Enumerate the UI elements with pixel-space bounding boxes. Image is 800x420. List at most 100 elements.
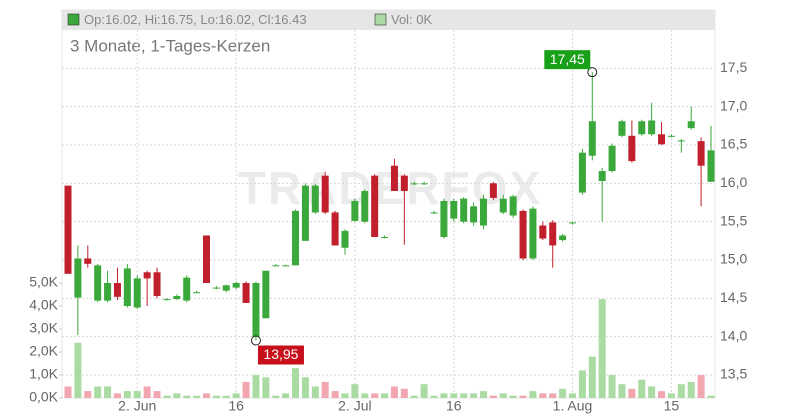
volume-bar [222,395,230,398]
volume-bar [262,377,270,398]
volume-bar [321,381,329,398]
candle-body [628,135,636,162]
candle-body [499,198,507,213]
y-tick-label: 16,5 [720,136,747,152]
candle-body [282,265,290,267]
candle-body [133,278,141,308]
candle-body [242,283,250,303]
volume-bar [351,384,359,398]
volume-label: Vol: 0K [391,12,433,27]
volume-bar [272,395,280,398]
y-tick-label: 16,0 [720,174,747,190]
ohlc-label: Op:16.02, Hi:16.75, Lo:16.02, Cl:16.43 [84,12,307,27]
volume-bar [193,395,201,398]
y2-tick-label: 2,0K [29,343,58,359]
candle-body [123,268,131,306]
volume-bar [232,393,240,398]
x-tick-label: 16 [228,398,244,414]
volume-bar [509,395,517,398]
x-tick-label: 2. Jul [338,398,371,414]
candle-body [470,206,478,223]
volume-bar [123,391,131,398]
candle-body [608,145,616,172]
volume-bar [301,377,309,398]
candle-body [410,183,418,185]
volume-bar [212,395,220,398]
volume-bar [252,375,260,398]
header-bar [62,10,715,30]
extreme-marker [250,335,261,346]
plot-area [61,9,716,399]
candle-body [658,134,666,145]
y-tick-label: 14,0 [720,327,747,343]
ohlc-swatch [67,13,80,26]
volume-bar [153,391,161,398]
candle-body [618,121,626,136]
candle-body [687,121,695,129]
volume-bar [311,386,319,398]
candle-body [529,208,537,259]
volume-bar [371,393,379,398]
candle-body [74,258,82,298]
candle-body [84,258,92,264]
candle-body [321,175,329,213]
y2-tick-label: 4,0K [29,297,58,313]
volume-bar [143,386,151,398]
volume-bar [84,391,92,398]
volume-bar [410,395,418,398]
volume-bar [104,386,112,398]
volume-bar [529,391,537,398]
volume-bar [519,395,527,398]
volume-bar [113,393,121,398]
candle-body [479,198,487,226]
x-tick-label: 1. Aug [553,398,593,414]
candle-body [292,210,300,266]
y-tick-label: 17,0 [720,97,747,113]
volume-bar [292,368,300,398]
y-tick-label: 14,5 [720,289,747,305]
volume-bar [658,391,666,398]
candle-body [489,183,497,198]
volume-bar [440,393,448,398]
candle-body [361,191,369,222]
y-tick-label: 15,5 [720,212,747,228]
candle-body [163,299,171,301]
volume-bar [460,393,468,398]
candle-body [588,121,596,156]
volume-bar [430,395,438,398]
candle-body [64,185,72,274]
extreme-label-box [544,50,591,70]
candle-body [331,212,339,246]
volume-bar [183,395,191,398]
candle-body [183,277,191,301]
candle-body [351,200,359,221]
volume-bar [628,388,636,398]
candle-body [222,285,230,291]
candle-body [341,230,349,248]
candle-body [638,121,646,135]
y2-tick-label: 5,0K [29,274,58,290]
candle-body [202,235,210,283]
y-tick-label: 15,0 [720,251,747,267]
volume-bar [638,379,646,398]
candle-body [509,196,517,216]
volume-bar [282,393,290,398]
candle-body [252,283,260,337]
x-tick-label: 15 [664,398,680,414]
subtitle: 3 Monate, 1-Tages-Kerzen [70,36,270,55]
candle-body [153,272,161,297]
volume-bar [667,393,675,398]
volume-bar [608,375,616,398]
volume-bar [598,299,606,398]
candle-body [371,175,379,237]
y2-tick-label: 0,0K [29,389,58,405]
volume-bar [648,386,656,398]
volume-bar [489,395,497,398]
candle-body [648,120,656,135]
candle-body [559,235,567,241]
volume-bar [479,391,487,398]
candle-body [707,150,715,182]
candle-body [519,210,527,259]
volume-bar [74,342,82,398]
